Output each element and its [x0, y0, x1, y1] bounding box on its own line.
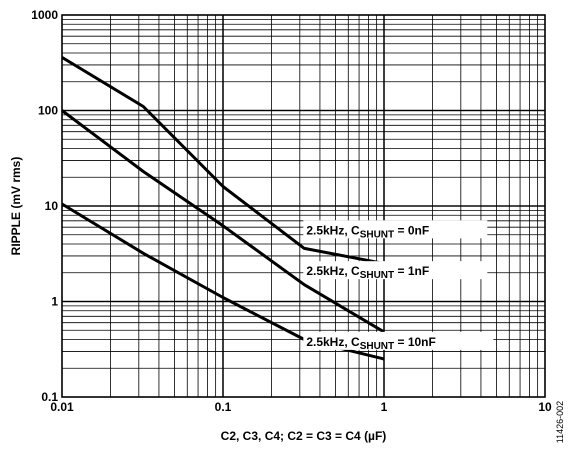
- x-axis-title: C2, C3, C4; C2 = C3 = C4 (µF): [221, 429, 387, 443]
- y-tick-label: 0.1: [41, 390, 58, 404]
- y-tick-label: 1: [51, 295, 58, 309]
- series-label-background: [303, 220, 488, 239]
- y-tick-label: 100: [38, 104, 58, 118]
- series-label-background: [303, 331, 494, 350]
- plot-frame: [61, 14, 546, 398]
- series-label-3: 2.5kHz, CSHUNT = 10nF: [306, 335, 436, 352]
- y-tick-label: 10: [45, 199, 59, 213]
- x-tick-label: 1: [381, 400, 388, 414]
- x-tick-label: 0.01: [50, 400, 74, 414]
- x-tick-label: 0.1: [215, 400, 232, 414]
- series-annotations: 2.5kHz, CSHUNT = 0nF 2.5kHz, CSHUNT = 1nF…: [303, 220, 494, 352]
- series-label-1: 2.5kHz, CSHUNT = 0nF: [306, 223, 429, 240]
- x-tick-label: 10: [538, 400, 552, 414]
- series-label-background: [303, 261, 488, 280]
- figure-id: 11426-002: [555, 401, 565, 443]
- y-axis-title: RIPPLE (mV rms): [9, 157, 23, 256]
- y-tick-label: 1000: [31, 8, 58, 22]
- series-label-2: 2.5kHz, CSHUNT = 1nF: [306, 264, 429, 281]
